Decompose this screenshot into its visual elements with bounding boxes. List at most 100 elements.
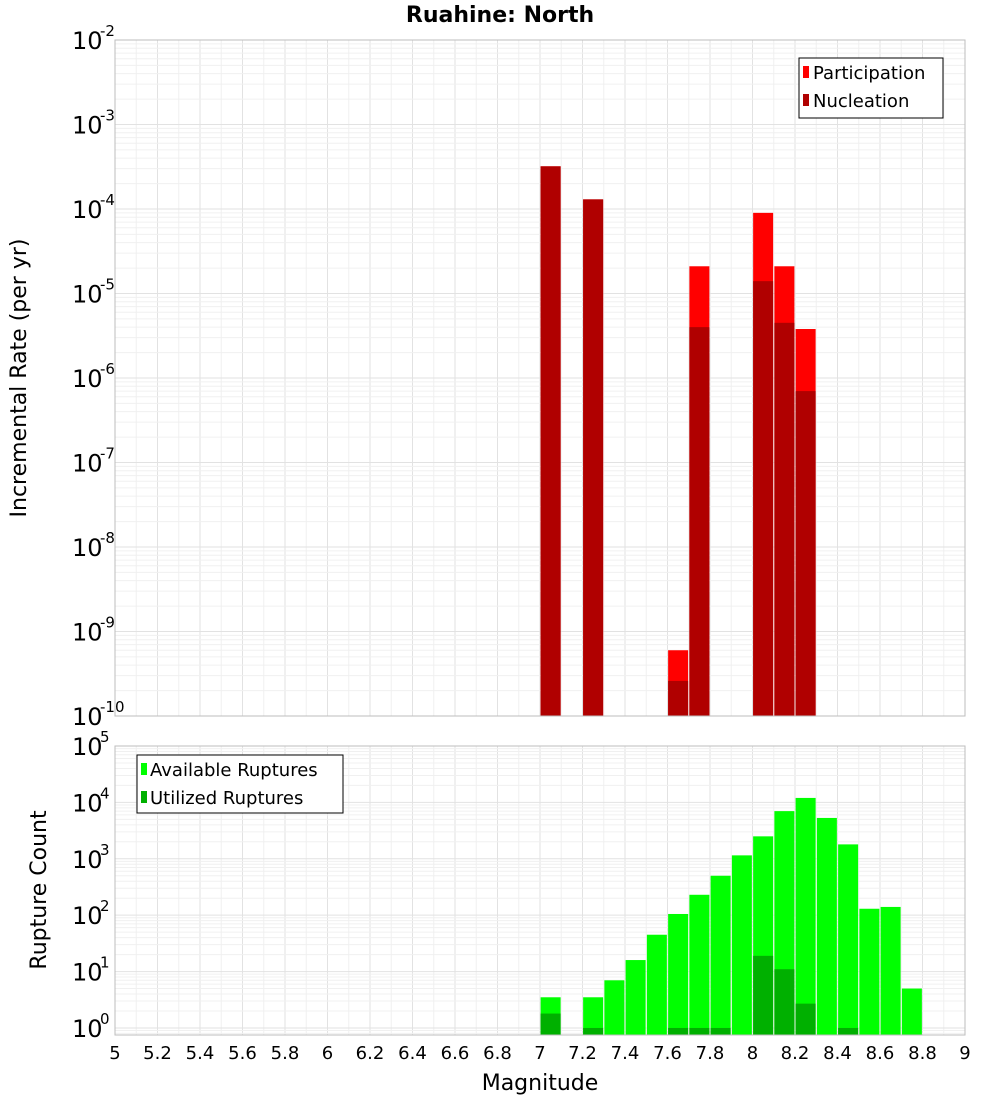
rate-panel-grid <box>114 39 966 717</box>
rate-panel-frame <box>114 39 966 717</box>
x-tick-label: 8.6 <box>866 1043 895 1064</box>
x-tick-label: 8.4 <box>823 1043 852 1064</box>
x-tick-label: 7.6 <box>653 1043 682 1064</box>
y-tick-label: 10 <box>72 846 103 874</box>
count-panel-grid <box>114 745 966 1035</box>
y-tick-label: 10 <box>72 789 103 817</box>
y-tick-exponent: 3 <box>100 841 110 859</box>
chart-title: Ruahine: North <box>406 3 594 28</box>
x-tick-label: 6.6 <box>441 1043 470 1064</box>
participation-legend-swatch <box>803 66 809 78</box>
rate-legend: Participation Nucleation <box>798 57 944 119</box>
rate-legend-box <box>798 57 944 119</box>
utilized-legend-label: Utilized Ruptures <box>150 788 303 809</box>
count-panel-bars <box>540 797 922 1035</box>
count-panel-x-ticks: 5 5.2 5.4 5.6 5.8 6 6.2 6.4 6.6 6.8 7 7.2 7.4 7.6 7.8 8… <box>109 1043 970 1064</box>
x-tick-label: 5.4 <box>186 1043 215 1064</box>
available-ruptures-bar <box>604 980 625 1035</box>
nucleation-bar <box>583 199 604 717</box>
x-tick-label: 5.8 <box>271 1043 300 1064</box>
y-tick-label: 10 <box>72 281 103 309</box>
y-tick-exponent: 2 <box>100 897 110 915</box>
nucleation-bar <box>774 322 795 716</box>
x-tick-label: 8.8 <box>908 1043 937 1064</box>
x-tick-label: 9 <box>959 1043 970 1064</box>
nucleation-bar <box>753 281 774 716</box>
y-tick-label: 10 <box>72 365 103 393</box>
nucleation-bar <box>795 391 816 716</box>
x-tick-label: 6.4 <box>398 1043 427 1064</box>
y-tick-label: 10 <box>72 534 103 562</box>
x-tick-label: 8.2 <box>781 1043 810 1064</box>
y-tick-exponent: -9 <box>100 614 115 632</box>
utilized-ruptures-bar <box>838 1027 859 1035</box>
utilized-ruptures-bar <box>540 1013 561 1035</box>
utilized-ruptures-bar <box>710 1027 731 1035</box>
count-legend: Available Ruptures Utilized Ruptures <box>136 754 344 814</box>
y-tick-label: 10 <box>72 450 103 478</box>
y-tick-exponent: -3 <box>100 107 115 125</box>
count-legend-box <box>136 754 344 814</box>
x-tick-label: 7 <box>534 1043 545 1064</box>
y-tick-label: 10 <box>72 902 103 930</box>
available-ruptures-bar <box>583 997 604 1035</box>
available-ruptures-bar <box>668 913 689 1035</box>
available-ruptures-bar <box>625 960 646 1035</box>
y-tick-exponent: 4 <box>100 784 110 802</box>
count-panel-frame <box>114 745 966 1036</box>
x-tick-label: 7.2 <box>568 1043 597 1064</box>
available-ruptures-bar <box>901 988 922 1035</box>
available-ruptures-bar <box>859 908 880 1035</box>
y-tick-exponent: 5 <box>100 728 110 746</box>
available-ruptures-bar <box>646 934 667 1035</box>
utilized-ruptures-bar <box>795 1003 816 1035</box>
y-tick-label: 10 <box>72 959 103 987</box>
y-tick-exponent: -4 <box>100 191 115 209</box>
available-ruptures-bar <box>795 797 816 1035</box>
nucleation-legend-swatch <box>803 94 809 106</box>
available-ruptures-bar <box>838 844 859 1035</box>
x-tick-label: 8 <box>747 1043 758 1064</box>
available-legend-label: Available Ruptures <box>150 760 318 781</box>
y-tick-label: 10 <box>72 112 103 140</box>
x-tick-label: 7.8 <box>696 1043 725 1064</box>
y-tick-label: 10 <box>72 196 103 224</box>
x-tick-label: 6.8 <box>483 1043 512 1064</box>
y-tick-label: 10 <box>72 619 103 647</box>
available-ruptures-bar <box>816 817 837 1035</box>
utilized-ruptures-bar <box>583 1027 604 1035</box>
utilized-legend-swatch <box>141 791 147 803</box>
y-tick-exponent: -8 <box>100 529 115 547</box>
y-tick-exponent: 0 <box>100 1010 110 1028</box>
utilized-ruptures-bar <box>753 955 774 1035</box>
y-tick-exponent: -5 <box>100 276 115 294</box>
available-ruptures-bar <box>710 875 731 1035</box>
available-ruptures-bar <box>880 906 901 1035</box>
utilized-ruptures-bar <box>668 1027 689 1035</box>
y-tick-exponent: -10 <box>100 698 125 716</box>
available-ruptures-bar <box>731 855 752 1035</box>
y-tick-label: 10 <box>72 1015 103 1043</box>
count-y-axis-label: Rupture Count <box>27 810 52 970</box>
x-tick-label: 6.2 <box>356 1043 385 1064</box>
x-tick-label: 5.2 <box>143 1043 172 1064</box>
x-tick-label: 6 <box>322 1043 333 1064</box>
x-tick-label: 7.4 <box>611 1043 640 1064</box>
x-tick-label: 5 <box>109 1043 120 1064</box>
nucleation-bar <box>689 327 710 716</box>
rate-panel-bars <box>540 166 816 717</box>
available-legend-swatch <box>141 763 147 775</box>
nucleation-bar <box>540 166 561 716</box>
y-tick-label: 10 <box>72 703 103 731</box>
participation-legend-label: Participation <box>813 63 925 84</box>
x-tick-label: 5.6 <box>228 1043 257 1064</box>
nucleation-bar <box>668 680 689 716</box>
x-axis-label: Magnitude <box>482 1071 599 1096</box>
y-tick-exponent: -6 <box>100 360 115 378</box>
y-tick-label: 10 <box>72 733 103 761</box>
